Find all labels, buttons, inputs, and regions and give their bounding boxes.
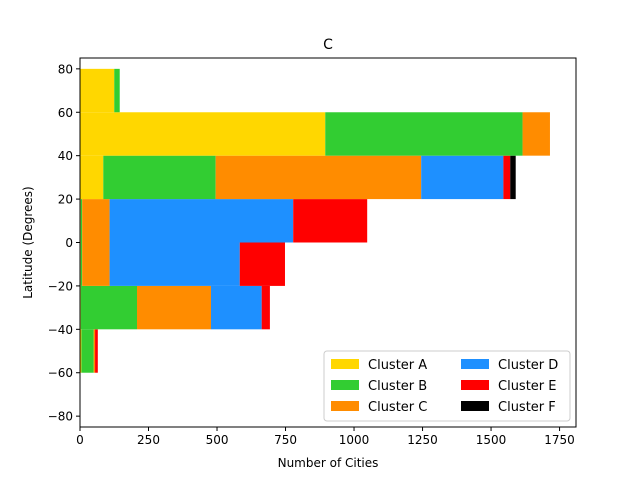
ticks-layer: 0 250 500 750 1000 1250 1500 1750 −80 −60 −40 −20 0 2… — [48, 62, 575, 447]
legend-label-cluster-b: Cluster B — [368, 379, 427, 394]
chart-title: C — [323, 37, 333, 53]
bar-cluster-c-lat-0-20 — [82, 199, 110, 243]
bar-cluster-b-lat--40--20 — [80, 285, 137, 330]
legend-swatch-cluster-f — [461, 401, 489, 411]
bar-cluster-a-lat-20-40 — [80, 155, 104, 200]
x-tick-label: 1250 — [407, 433, 438, 447]
bar-cluster-d-lat-0-20 — [109, 199, 294, 243]
bar-cluster-b-lat--20-0 — [80, 242, 83, 286]
bar-cluster-d-lat--20-0 — [109, 242, 240, 286]
bar-cluster-b-lat-0-20 — [80, 199, 83, 243]
bar-cluster-e-lat-20-40 — [503, 155, 511, 200]
bar-cluster-c-lat-20-40 — [215, 155, 422, 200]
legend-swatch-cluster-a — [331, 359, 359, 369]
bar-cluster-e-lat--40--20 — [261, 285, 270, 330]
y-tick-label: 20 — [58, 193, 73, 207]
y-tick-label: 80 — [58, 62, 73, 76]
y-tick-label: 60 — [58, 106, 73, 120]
legend-swatch-cluster-c — [331, 401, 359, 411]
bar-cluster-a-lat--60--40 — [80, 329, 82, 373]
bar-cluster-d-lat--40--20 — [210, 285, 262, 330]
bar-cluster-e-lat--60--40 — [95, 329, 98, 373]
legend-label-cluster-c: Cluster C — [368, 400, 427, 415]
x-tick-label: 0 — [76, 433, 84, 447]
legend-swatch-cluster-d — [461, 359, 489, 369]
y-tick-label: 40 — [58, 149, 73, 163]
bar-cluster-f-lat-20-40 — [510, 155, 516, 200]
x-tick-label: 1750 — [544, 433, 575, 447]
legend-label-cluster-f: Cluster F — [498, 400, 556, 415]
legend-label-cluster-e: Cluster E — [498, 379, 557, 394]
bar-cluster-b-lat-60-80 — [114, 68, 120, 113]
bar-cluster-c-lat--20-0 — [82, 242, 110, 286]
x-tick-label: 750 — [274, 433, 297, 447]
x-tick-label: 500 — [206, 433, 229, 447]
bar-cluster-e-lat-0-20 — [293, 199, 368, 243]
y-tick-label: −20 — [48, 279, 73, 293]
bar-cluster-d-lat-20-40 — [421, 155, 504, 200]
bar-cluster-b-lat-20-40 — [103, 155, 216, 200]
y-tick-label: −60 — [48, 366, 73, 380]
y-tick-label: −80 — [48, 410, 73, 424]
bars-layer — [80, 68, 550, 373]
bar-cluster-b-lat--60--40 — [81, 329, 94, 373]
legend-box — [323, 350, 571, 422]
y-tick-label: −40 — [48, 323, 73, 337]
bar-cluster-e-lat--20-0 — [239, 242, 285, 286]
legend-swatch-cluster-e — [461, 380, 489, 390]
x-axis-label: Number of Cities — [278, 456, 379, 470]
bar-cluster-a-lat-60-80 — [80, 68, 115, 113]
legend-label-cluster-d: Cluster D — [498, 358, 558, 373]
x-tick-label: 1500 — [476, 433, 507, 447]
x-tick-label: 250 — [137, 433, 160, 447]
legend-swatch-cluster-b — [331, 380, 359, 390]
legend: Cluster A Cluster B Cluster C Cluster D Clus… — [323, 350, 571, 422]
bar-cluster-b-lat-40-60 — [325, 112, 523, 156]
y-axis-label: Latitude (Degrees) — [21, 186, 35, 299]
bar-cluster-a-lat-40-60 — [80, 112, 326, 156]
legend-label-cluster-a: Cluster A — [368, 358, 427, 373]
x-tick-label: 1000 — [339, 433, 370, 447]
bar-cluster-c-lat--60--40 — [93, 329, 96, 373]
bar-cluster-c-lat-40-60 — [522, 112, 550, 156]
y-tick-label: 0 — [65, 236, 73, 250]
bar-cluster-c-lat--40--20 — [137, 285, 211, 330]
